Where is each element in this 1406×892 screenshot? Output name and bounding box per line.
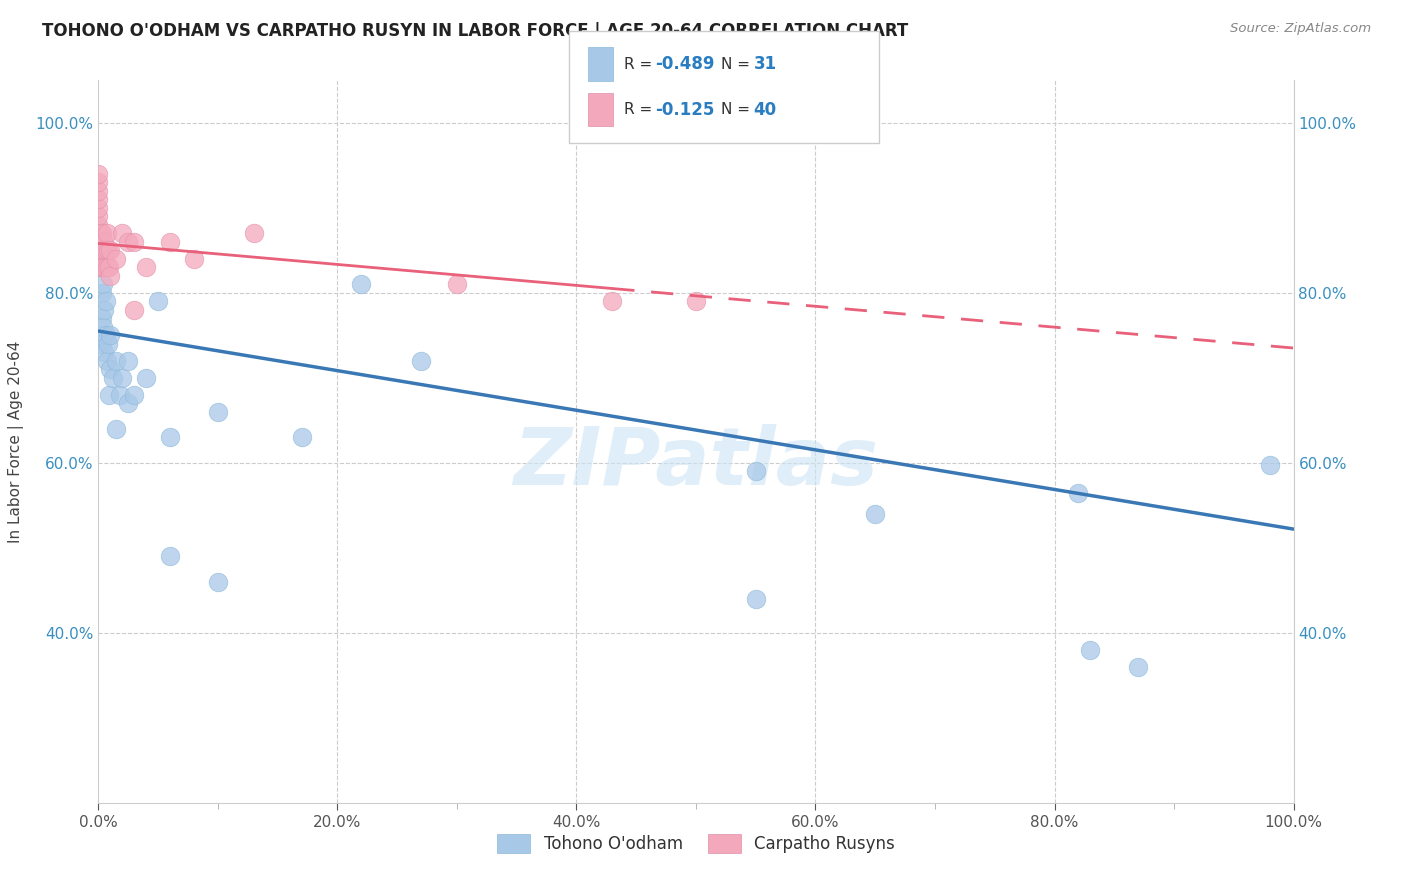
Y-axis label: In Labor Force | Age 20-64: In Labor Force | Age 20-64 bbox=[8, 341, 24, 542]
Point bbox=[159, 549, 181, 564]
Point bbox=[117, 353, 139, 368]
Point bbox=[91, 311, 114, 326]
Point bbox=[111, 227, 134, 241]
Point bbox=[96, 260, 118, 275]
Text: 40: 40 bbox=[754, 101, 776, 119]
Point bbox=[101, 371, 124, 385]
Point bbox=[93, 260, 115, 275]
Point bbox=[1080, 642, 1102, 657]
Point bbox=[159, 235, 181, 249]
Point bbox=[91, 260, 114, 275]
Point bbox=[117, 235, 139, 249]
Point bbox=[207, 574, 229, 589]
Text: N =: N = bbox=[721, 102, 755, 117]
Text: ZIPatlas: ZIPatlas bbox=[513, 425, 879, 502]
Point bbox=[87, 244, 110, 258]
Point bbox=[87, 167, 110, 181]
Point bbox=[159, 430, 181, 444]
Point bbox=[90, 244, 112, 258]
Point bbox=[90, 227, 112, 241]
Point bbox=[411, 353, 433, 368]
Text: -0.489: -0.489 bbox=[655, 55, 714, 73]
Point bbox=[87, 175, 110, 189]
Point bbox=[124, 302, 146, 317]
Point bbox=[124, 235, 146, 249]
Point bbox=[105, 353, 128, 368]
Point bbox=[87, 218, 110, 232]
Text: R =: R = bbox=[624, 57, 658, 72]
Point bbox=[91, 227, 114, 241]
Point bbox=[94, 328, 117, 343]
Point bbox=[87, 201, 110, 215]
Point bbox=[602, 294, 624, 309]
Point bbox=[865, 507, 887, 521]
Point bbox=[1258, 458, 1281, 473]
Text: Source: ZipAtlas.com: Source: ZipAtlas.com bbox=[1230, 22, 1371, 36]
Point bbox=[135, 260, 157, 275]
Point bbox=[87, 260, 110, 275]
Point bbox=[105, 422, 128, 436]
Text: TOHONO O'ODHAM VS CARPATHO RUSYN IN LABOR FORCE | AGE 20-64 CORRELATION CHART: TOHONO O'ODHAM VS CARPATHO RUSYN IN LABO… bbox=[42, 22, 908, 40]
Point bbox=[87, 227, 110, 241]
Point bbox=[148, 294, 170, 309]
Point bbox=[91, 319, 114, 334]
Point bbox=[93, 345, 115, 359]
Point bbox=[98, 260, 121, 275]
Point bbox=[91, 277, 114, 292]
Point bbox=[98, 388, 121, 402]
Point bbox=[291, 430, 314, 444]
Point bbox=[1067, 485, 1090, 500]
Point bbox=[183, 252, 205, 266]
Point bbox=[97, 244, 120, 258]
Point bbox=[745, 464, 768, 478]
Point bbox=[93, 235, 115, 249]
Point bbox=[117, 396, 139, 410]
Text: 31: 31 bbox=[754, 55, 776, 73]
Point bbox=[87, 192, 110, 206]
Point bbox=[105, 252, 128, 266]
Point bbox=[745, 591, 768, 606]
Point bbox=[446, 277, 468, 292]
Point bbox=[135, 371, 157, 385]
Point bbox=[87, 209, 110, 223]
Text: R =: R = bbox=[624, 102, 658, 117]
Point bbox=[98, 362, 122, 376]
Point bbox=[97, 336, 120, 351]
Point bbox=[98, 244, 122, 258]
Point bbox=[98, 328, 122, 343]
Point bbox=[87, 184, 110, 198]
Text: N =: N = bbox=[721, 57, 755, 72]
Point bbox=[108, 388, 131, 402]
Point bbox=[98, 268, 122, 283]
Point bbox=[91, 336, 114, 351]
Point bbox=[207, 405, 229, 419]
Point bbox=[111, 371, 134, 385]
Text: -0.125: -0.125 bbox=[655, 101, 714, 119]
Point bbox=[96, 227, 118, 241]
Point bbox=[124, 388, 146, 402]
Legend: Tohono O'odham, Carpatho Rusyns: Tohono O'odham, Carpatho Rusyns bbox=[491, 827, 901, 860]
Point bbox=[350, 277, 373, 292]
Point bbox=[91, 285, 114, 300]
Point bbox=[685, 294, 707, 309]
Point bbox=[243, 227, 266, 241]
Point bbox=[91, 244, 114, 258]
Point bbox=[94, 244, 117, 258]
Point bbox=[94, 294, 117, 309]
Point bbox=[93, 302, 115, 317]
Point bbox=[1128, 660, 1150, 674]
Point bbox=[96, 353, 118, 368]
